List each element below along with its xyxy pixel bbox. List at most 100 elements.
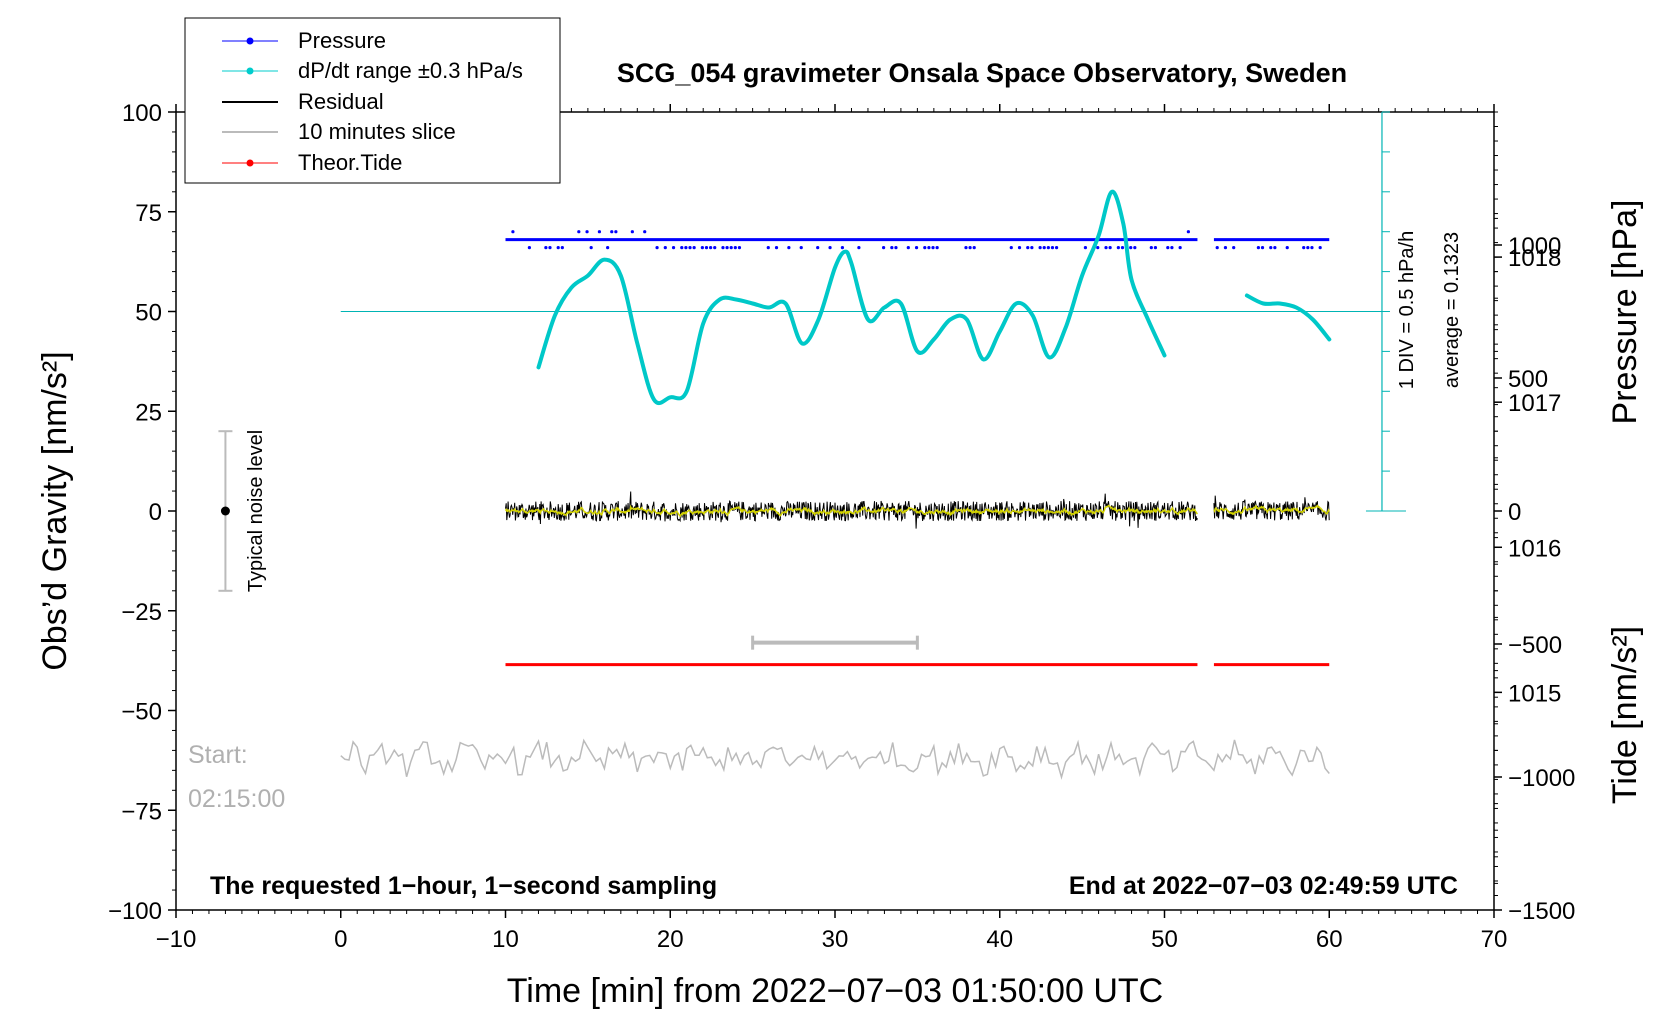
- pressure-axis-title: Pressure [hPa]: [1606, 200, 1644, 425]
- pressure-dot: [606, 246, 610, 250]
- pressure-dot: [890, 246, 894, 250]
- start-time: 02:15:00: [188, 785, 285, 813]
- pressure-dot: [704, 246, 709, 250]
- slice-trace: [340, 738, 1330, 780]
- pressure-dot: [556, 246, 560, 250]
- pressure-dot: [968, 246, 972, 250]
- pressure-dot: [828, 246, 832, 250]
- pressure-dot: [1129, 246, 1133, 250]
- y-tick-label: −75: [121, 798, 162, 825]
- pressure-dot: [544, 246, 548, 250]
- residual-series: [505, 491, 1198, 529]
- pressure-dot: [882, 246, 886, 250]
- y-tick-label: 25: [135, 399, 162, 426]
- noise-center-dot: [220, 506, 230, 516]
- pressure-dot: [527, 246, 531, 250]
- y-tick-label: −50: [121, 699, 162, 726]
- pressure-dot: [1302, 246, 1306, 250]
- pressure-dot: [671, 246, 676, 250]
- pressure-dot: [1096, 246, 1100, 250]
- pressure-tick-label: 1016: [1508, 535, 1561, 562]
- y-tick-label: −25: [121, 599, 162, 626]
- tide-tick-label: 0: [1508, 499, 1521, 526]
- tide-tick-label: 500: [1508, 366, 1548, 393]
- pressure-dot: [1273, 246, 1277, 250]
- pressure-dot: [1083, 246, 1088, 250]
- pressure-dot: [1050, 246, 1055, 250]
- dpdt-series: [1244, 293, 1332, 342]
- pressure-dot: [1318, 246, 1322, 250]
- pressure-dot: [799, 246, 803, 250]
- pressure-dot: [1153, 246, 1158, 250]
- pressure-dot: [1026, 246, 1030, 250]
- pressure-dot: [1038, 246, 1042, 250]
- pressure-dot: [733, 246, 737, 250]
- pressure-dot: [1009, 246, 1013, 250]
- pressure-dot: [721, 246, 725, 250]
- legend-item-tide: Theor.Tide: [222, 150, 402, 175]
- pressure-dot: [1260, 246, 1265, 250]
- y-axis-title: Obs’d Gravity [nm/s²]: [36, 351, 74, 670]
- pressure-dot: [1232, 246, 1236, 250]
- pressure-dot: [1306, 246, 1310, 250]
- x-tick-label: 40: [986, 926, 1013, 953]
- x-tick-label: 0: [334, 926, 347, 953]
- pressure-dot: [1030, 246, 1034, 250]
- pressure-tick-label: 1017: [1508, 390, 1561, 417]
- tide-tick-label: −1000: [1508, 765, 1575, 792]
- pressure-dot: [713, 246, 717, 250]
- tide-tick-label: 1000: [1508, 233, 1561, 260]
- sampling-note: The requested 1−hour, 1−second sampling: [210, 872, 717, 900]
- pressure-dot: [610, 230, 614, 234]
- pressure-dot: [680, 246, 684, 250]
- legend-box: [184, 17, 561, 184]
- y-tick-label: 0: [149, 499, 162, 526]
- noise-level-label: Typical noise level: [245, 430, 267, 592]
- pressure-dot: [1017, 246, 1022, 250]
- pressure-tick-label: 1018: [1508, 245, 1561, 272]
- tide-tick-label: −1500: [1508, 898, 1575, 925]
- pressure-dot: [663, 246, 667, 250]
- pressure-dot: [840, 246, 845, 250]
- pressure-dot: [1178, 246, 1182, 250]
- pressure-dot: [1104, 246, 1108, 250]
- pressure-dot: [857, 246, 861, 250]
- tide-tick-label: −500: [1508, 632, 1562, 659]
- pressure-dot: [688, 246, 692, 250]
- legend-label-slice: 10 minutes slice: [298, 119, 456, 144]
- pressure-dot: [935, 246, 939, 250]
- pressure-dot: [1116, 246, 1120, 250]
- pressure-dot: [589, 246, 593, 250]
- pressure-dot: [630, 230, 634, 234]
- pressure-dot: [1310, 246, 1314, 250]
- y-tick-label: −100: [108, 898, 162, 925]
- pressure-dot: [1170, 246, 1174, 250]
- legend-item-slice: 10 minutes slice: [222, 119, 456, 144]
- pressure-dot: [1042, 246, 1046, 250]
- pressure-tick-label: 1015: [1508, 680, 1561, 707]
- pressure-dot: [1149, 246, 1153, 250]
- x-tick-label: 70: [1481, 926, 1508, 953]
- pressure-dot: [1120, 246, 1125, 250]
- residual-smoothed: [1213, 504, 1330, 516]
- pressure-dot: [548, 246, 552, 250]
- legend-label-residual: Residual: [298, 89, 384, 114]
- pressure-dot: [709, 246, 713, 250]
- pressure-dot: [766, 246, 770, 250]
- y-tick-label: 50: [135, 300, 162, 327]
- pressure-dot: [774, 246, 779, 250]
- tide-axis-title: Tide [nm/s²]: [1606, 626, 1644, 804]
- pressure-dot: [1054, 246, 1059, 250]
- legend: Pressure dP/dt range ±0.3 hPa/s Residual…: [184, 17, 561, 184]
- x-tick-label: 50: [1151, 926, 1178, 953]
- y-tick-label: 75: [135, 200, 162, 227]
- x-tick-label: 20: [657, 926, 684, 953]
- pressure-dot: [906, 246, 910, 250]
- pressure-dot: [684, 246, 688, 250]
- y-tick-label: 100: [122, 100, 162, 127]
- pressure-dot: [931, 246, 935, 250]
- pressure-dot: [787, 246, 791, 250]
- x-tick-label: 60: [1316, 926, 1343, 953]
- legend-label-pressure: Pressure: [298, 28, 386, 53]
- pressure-dot: [737, 246, 742, 250]
